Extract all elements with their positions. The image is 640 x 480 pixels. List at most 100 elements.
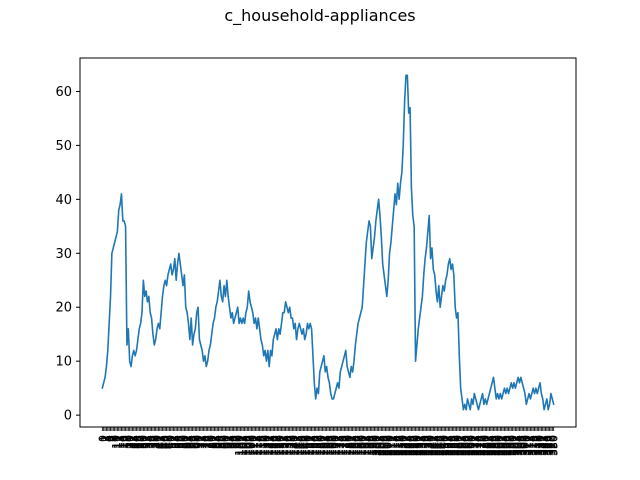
x-tick-label: 87 [215,435,228,449]
x-tick-label: 145 [295,435,308,456]
x-tick-label: 112 [250,435,263,456]
x-tick-label: 268 [463,435,476,456]
x-tick-label: 219 [396,435,409,456]
x-tick-label: 272 [468,435,481,456]
x-tick-label: 295 [500,435,513,456]
x-tick-label: 174 [334,435,347,456]
x-tick-label: 244 [430,435,443,456]
x-tick-label: 85 [213,435,226,449]
x-tick-label: 162 [318,435,331,456]
x-tick-label: 54 [170,435,183,449]
x-tick-label: 63 [182,435,195,449]
x-tick-label: 315 [527,435,540,456]
x-tick-label: 151 [303,435,316,456]
x-tick-label: 65 [185,435,198,449]
x-tick-label: 114 [252,435,265,456]
x-tick-label: 232 [414,435,427,456]
x-tick-label: 134 [280,435,293,456]
x-tick-label: 233 [415,435,428,456]
x-tick-label: 74 [198,435,211,449]
x-tick-label: 96 [228,435,241,449]
x-tick-label: 42 [154,435,167,449]
x-tick-label: 215 [390,435,403,456]
x-tick-label: 238 [422,435,435,456]
x-tick-label: 239 [423,435,436,456]
x-tick-label: 152 [304,435,317,456]
x-tick-label: 37 [147,435,160,449]
x-tick-label: 118 [258,435,271,456]
x-tick-label: 146 [296,435,309,456]
x-tick-label: 3 [100,435,113,442]
x-tick-label: 281 [481,435,494,456]
x-tick-label: 288 [490,435,503,456]
x-tick-label: 2 [99,435,112,442]
x-tick-label: 153 [306,435,319,456]
x-tick-label: 111 [248,435,261,456]
x-tick-label: 270 [466,435,479,456]
x-tick-label: 22 [126,435,139,449]
x-tick-label: 92 [222,435,235,449]
x-tick-label: 324 [539,435,552,456]
x-tick-label: 245 [431,435,444,456]
x-tick-label: 77 [202,435,215,449]
x-tick-label: 319 [533,435,546,456]
x-tick-label: 214 [389,435,402,456]
x-tick-label: 187 [352,435,365,456]
x-tick-label: 184 [348,435,361,456]
x-tick-label: 107 [243,435,256,456]
x-tick-label: 122 [263,435,276,456]
x-tick-label: 60 [178,435,191,449]
x-tick-label: 285 [486,435,499,456]
x-tick-label: 56 [173,435,186,449]
x-tick-label: 105 [240,435,253,456]
x-tick-label: 318 [531,435,544,456]
x-tick-label: 30 [137,435,150,449]
x-tick-label: 99 [232,435,245,449]
x-tick-label: 231 [412,435,425,456]
x-tick-label: 289 [492,435,505,456]
x-tick-label: 302 [509,435,522,456]
x-tick-label: 299 [505,435,518,456]
x-tick-label: 180 [343,435,356,456]
x-tick-label: 287 [489,435,502,456]
x-tick-label: 209 [382,435,395,456]
x-tick-label: 206 [378,435,391,456]
x-tick-label: 117 [256,435,269,456]
x-tick-label: 297 [503,435,516,456]
x-tick-label: 183 [347,435,360,456]
y-tick-label: 60 [55,85,72,100]
x-tick-label: 64 [184,435,197,449]
x-tick-label: 291 [494,435,507,456]
y-tick-label: 10 [55,355,72,370]
x-tick-label: 192 [359,435,372,456]
x-tick-label: 325 [541,435,554,456]
x-tick-label: 210 [384,435,397,456]
x-tick-label: 139 [286,435,299,456]
x-tick-label: 31 [139,435,152,449]
x-tick-label: 143 [292,435,305,456]
x-tick-label: 136 [282,435,295,456]
x-tick-label: 273 [470,435,483,456]
x-tick-label: 158 [312,435,325,456]
x-tick-label: 304 [512,435,525,456]
x-tick-label: 68 [189,435,202,449]
x-tick-label: 9 [109,435,122,442]
x-tick-label: 279 [478,435,491,456]
y-tick-label: 40 [55,193,72,208]
x-tick-label: 93 [224,435,237,449]
x-tick-label: 223 [401,435,414,456]
x-tick-label: 252 [441,435,454,456]
x-tick-label: 228 [408,435,421,456]
x-tick-label: 198 [367,435,380,456]
x-tick-label: 50 [165,435,178,449]
x-tick-label: 119 [259,435,272,456]
x-tick-label: 230 [411,435,424,456]
x-tick-label: 284 [485,435,498,456]
x-tick-label: 303 [511,435,524,456]
x-tick-label: 225 [404,435,417,456]
x-tick-label: 266 [460,435,473,456]
x-tick-label: 52 [167,435,180,449]
x-tick-label: 69 [191,435,204,449]
x-tick-label: 39 [150,435,163,449]
x-tick-label: 172 [332,435,345,456]
